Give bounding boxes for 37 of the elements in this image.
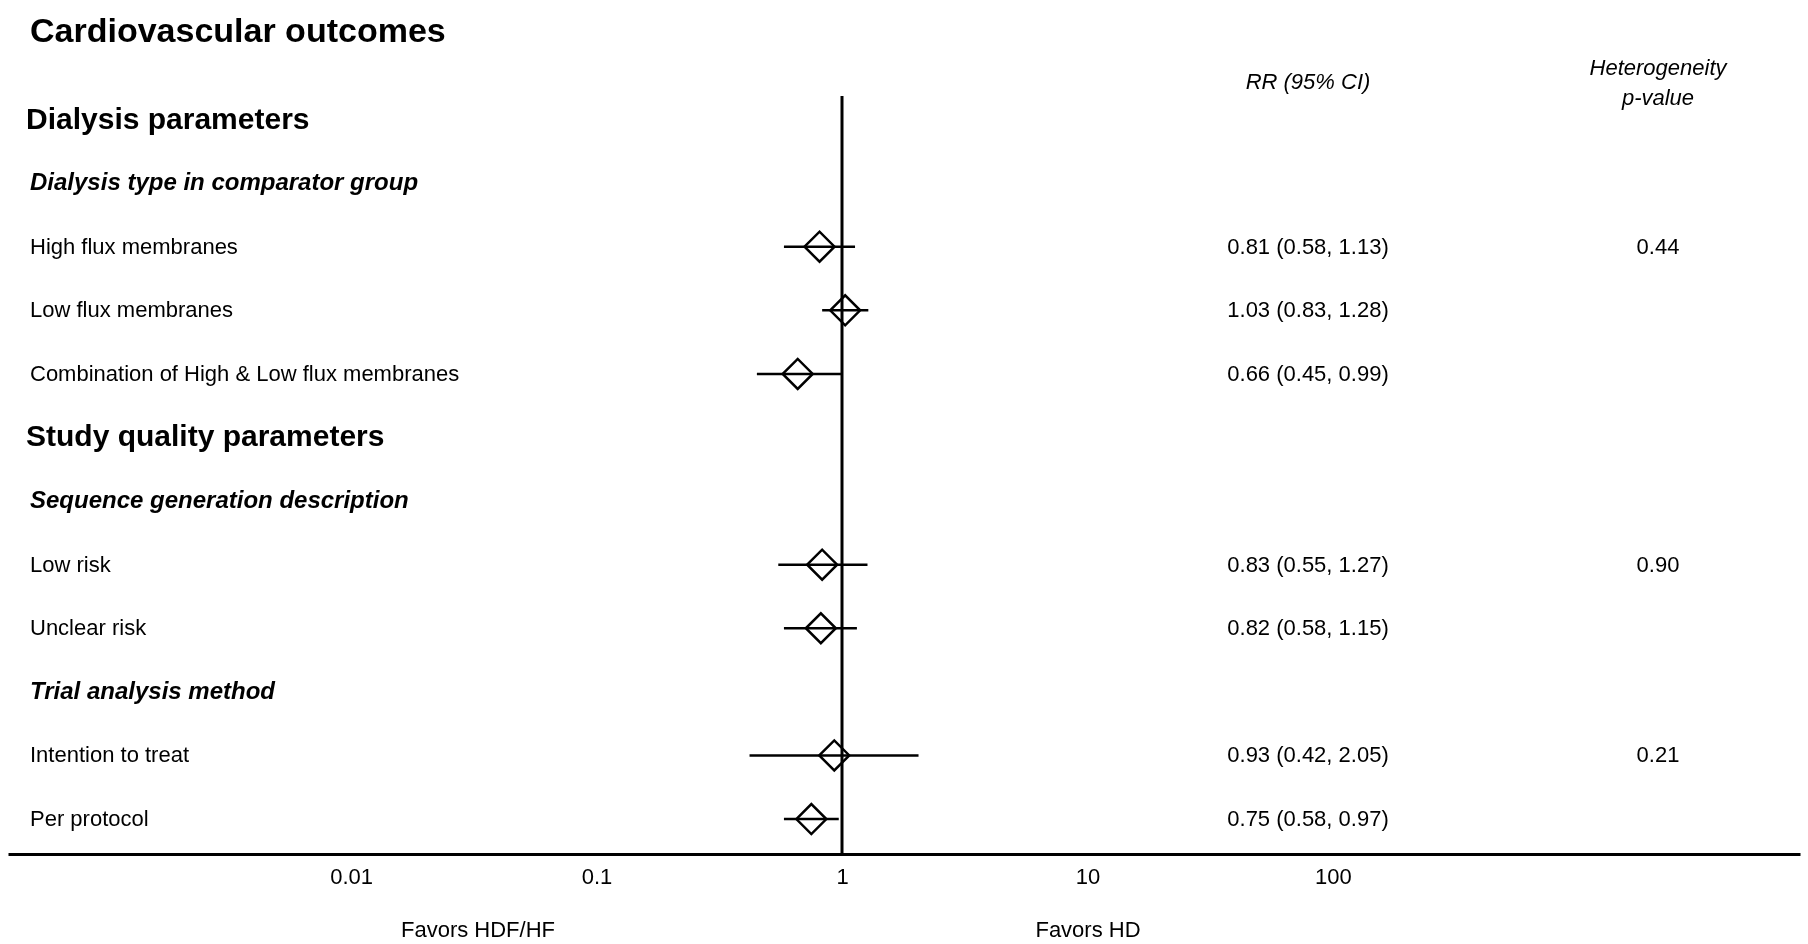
y-tick-label: Combination of High & Low flux membranes [30,360,460,386]
y-tick-label: Unclear risk [30,615,148,641]
x-tick-label: 100 [1315,863,1352,889]
x-tick-label: 1 [836,863,849,889]
annotation: 0.93 (0.42, 2.05) [1227,742,1389,768]
annotation: 0.90 [1636,551,1680,577]
point [805,548,839,581]
y-tick-label: Dialysis type in comparator group [30,168,419,196]
y-tick-label: Study quality parameters [26,419,385,453]
text: RR (95% CI) [1245,69,1371,94]
y-tick-label: Dialysis parameters [26,101,310,135]
text: Favors HD [1035,917,1141,942]
x-tick-label: 0.1 [581,863,613,889]
y-tick-label: Intention to treat [30,742,189,768]
x-tick-label: 0.01 [330,863,374,889]
y-tick-label: Low risk [30,551,112,577]
point [818,739,851,772]
y-tick-label: Per protocol [30,806,149,832]
point [795,802,828,836]
annotation: 0.75 (0.58, 0.97) [1227,806,1389,832]
y-tick-label: Sequence generation description [30,486,409,514]
annotation: 0.21 [1636,742,1680,768]
annotation: 0.66 (0.45, 0.99) [1227,360,1389,386]
chart-title: Cardiovascular outcomes [30,11,446,49]
y-tick-label: High flux membranes [30,233,238,259]
annotation: Heterogeneity p-value [1589,55,1729,110]
annotation: 0.83 (0.55, 1.27) [1227,551,1389,577]
y-tick-label: Trial analysis method [30,676,277,704]
x-tick-label: 10 [1075,863,1101,889]
annotation: 0.82 (0.58, 1.15) [1227,615,1389,641]
y-tick-label: Low flux membranes [30,297,233,323]
annotation: 0.81 (0.58, 1.13) [1227,233,1389,259]
text: Favors HDF/HF [401,917,555,942]
annotation: 0.44 [1636,233,1680,259]
point [803,230,836,263]
annotation: 1.03 (0.83, 1.28) [1227,297,1389,323]
point [804,612,838,645]
